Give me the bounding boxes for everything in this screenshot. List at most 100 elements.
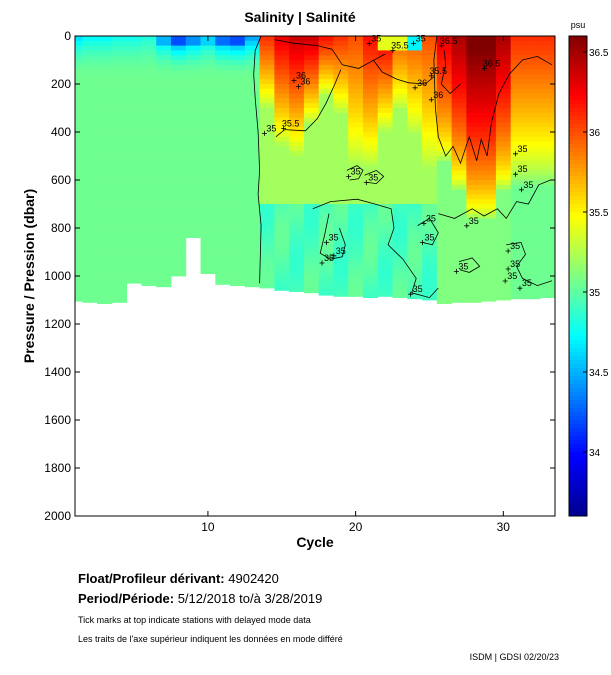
heatmap-cell xyxy=(451,112,467,118)
heatmap-cell xyxy=(466,261,482,267)
heatmap-cell xyxy=(289,141,305,147)
colorbar-segment xyxy=(569,192,587,197)
heatmap-cell xyxy=(75,55,83,61)
heatmap-cell xyxy=(303,285,320,291)
heatmap-cell xyxy=(259,141,275,147)
heatmap-cell xyxy=(333,45,349,51)
heatmap-cell xyxy=(510,276,526,282)
heatmap-cell xyxy=(318,194,334,200)
heatmap-cell xyxy=(451,84,467,90)
station-mark xyxy=(505,248,511,254)
heatmap-cell xyxy=(82,160,98,166)
heatmap-cell xyxy=(171,141,187,147)
heatmap-cell xyxy=(510,175,526,181)
heatmap-cell xyxy=(392,84,408,90)
heatmap-cell xyxy=(451,60,467,66)
heatmap-cell xyxy=(244,208,261,214)
heatmap-cell xyxy=(303,55,320,61)
heatmap-cell xyxy=(244,112,261,118)
heatmap-cell xyxy=(141,218,157,224)
heatmap-cell xyxy=(348,247,364,253)
heatmap-cell xyxy=(141,93,157,99)
heatmap-cell xyxy=(495,132,512,138)
heatmap-cell xyxy=(333,64,349,70)
heatmap-cell xyxy=(126,127,142,133)
heatmap-cell xyxy=(540,208,556,214)
heatmap-cell xyxy=(436,64,453,70)
heatmap-cell xyxy=(274,228,290,234)
heatmap-cell xyxy=(303,93,320,99)
heatmap-cell xyxy=(230,151,246,157)
heatmap-cell xyxy=(274,242,290,248)
heatmap-cell xyxy=(422,242,438,248)
heatmap-cell xyxy=(111,160,128,166)
heatmap-cell xyxy=(540,122,556,128)
heatmap-cell xyxy=(510,55,526,61)
heatmap-cell xyxy=(185,165,201,171)
heatmap-cell xyxy=(141,261,157,267)
contour-label: 35 xyxy=(266,123,276,133)
heatmap-cell xyxy=(230,93,246,99)
colorbar-segment xyxy=(569,504,587,509)
heatmap-cell xyxy=(97,208,113,214)
heatmap-cell xyxy=(303,98,320,104)
heatmap-cell xyxy=(171,237,187,243)
heatmap-cell xyxy=(111,98,128,104)
heatmap-cell xyxy=(481,160,497,166)
colorbar-segment xyxy=(569,244,587,249)
colorbar-tick-label: 34 xyxy=(589,448,601,459)
colorbar-segment xyxy=(569,432,587,437)
heatmap-cell xyxy=(82,256,98,262)
heatmap-cell xyxy=(111,199,128,205)
heatmap-cell xyxy=(274,271,290,277)
heatmap-cell xyxy=(200,170,216,176)
heatmap-cell xyxy=(230,146,246,152)
contour-label: 35.5 xyxy=(282,119,300,129)
heatmap-cell xyxy=(333,276,349,282)
y-tick-label: 1800 xyxy=(44,461,71,475)
heatmap-cell xyxy=(510,60,526,66)
heatmap-cell xyxy=(126,151,142,157)
heatmap-cell xyxy=(230,141,246,147)
colorbar-segment xyxy=(569,380,587,385)
heatmap-cell xyxy=(466,165,482,171)
plot-area xyxy=(75,36,556,304)
heatmap-cell xyxy=(510,146,526,152)
colorbar-segment xyxy=(569,484,587,489)
heatmap-cell xyxy=(466,79,482,85)
heatmap-cell xyxy=(82,64,98,70)
heatmap-cell xyxy=(303,180,320,186)
heatmap-cell xyxy=(451,88,467,94)
heatmap-cell xyxy=(363,55,379,61)
heatmap-cell xyxy=(377,237,393,243)
heatmap-cell xyxy=(318,50,334,56)
heatmap-cell xyxy=(495,242,512,248)
heatmap-cell xyxy=(422,108,438,114)
heatmap-cell xyxy=(111,194,128,200)
heatmap-cell xyxy=(495,252,512,258)
heatmap-cell xyxy=(481,79,497,85)
heatmap-cell xyxy=(436,45,453,51)
heatmap-cell xyxy=(156,122,172,128)
heatmap-cell xyxy=(451,256,467,262)
heatmap-cell xyxy=(318,88,334,94)
heatmap-cell xyxy=(540,79,556,85)
heatmap-cell xyxy=(215,117,231,123)
heatmap-cell xyxy=(495,50,512,56)
heatmap-cell xyxy=(318,285,334,291)
heatmap-cell xyxy=(185,88,201,94)
heatmap-cell xyxy=(510,127,526,133)
heatmap-cell xyxy=(97,40,113,46)
colorbar-segment xyxy=(569,420,587,425)
colorbar-segment xyxy=(569,512,587,517)
heatmap-cell xyxy=(392,55,408,61)
heatmap-cell xyxy=(422,64,438,70)
heatmap-cell xyxy=(126,175,142,181)
heatmap-cell xyxy=(259,223,275,229)
heatmap-cell xyxy=(436,108,453,114)
heatmap-cell xyxy=(363,108,379,114)
heatmap-cell xyxy=(363,252,379,258)
heatmap-cell xyxy=(363,165,379,171)
heatmap-cell xyxy=(348,50,364,56)
heatmap-cell xyxy=(436,79,453,85)
